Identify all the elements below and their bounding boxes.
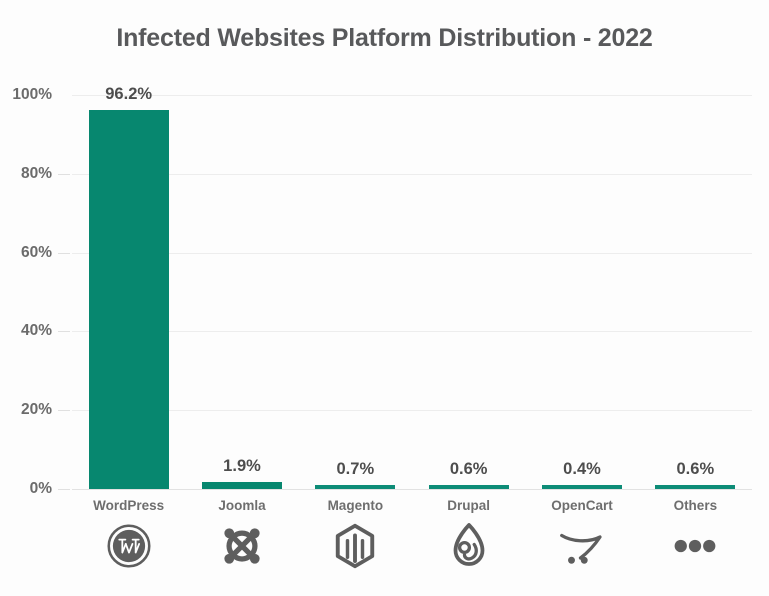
gridline <box>72 252 752 254</box>
bar-value-label: 0.6% <box>449 460 488 478</box>
y-axis-label: 40% <box>20 322 52 340</box>
x-axis-category: Joomla <box>185 492 298 592</box>
gridline <box>72 489 752 490</box>
x-axis-category: Drupal <box>412 492 525 592</box>
bar[interactable] <box>428 485 509 489</box>
bar-value-label: 96.2% <box>105 84 153 103</box>
y-axis-label: 100% <box>12 86 52 103</box>
bar[interactable] <box>88 109 169 489</box>
y-axis-tick <box>58 252 70 254</box>
y-axis-tick <box>58 331 70 333</box>
x-axis-label: Magento <box>327 498 384 513</box>
others-dots-icon <box>671 522 719 570</box>
x-axis-label: Drupal <box>447 498 491 513</box>
x-axis-category: Others <box>639 492 752 592</box>
gridline <box>72 410 752 412</box>
x-axis-category: OpenCart <box>525 492 638 592</box>
bar[interactable] <box>315 485 396 489</box>
x-axis-label: WordPress <box>93 498 165 513</box>
chart-title: Infected Websites Platform Distribution … <box>116 24 653 52</box>
bar-slot: 0.7% <box>299 95 412 489</box>
gridline <box>72 331 752 333</box>
y-axis-label: 60% <box>20 243 52 261</box>
y-axis-tick <box>58 173 70 175</box>
wordpress-logo-icon <box>105 522 153 570</box>
bar-value-label: 0.4% <box>563 460 601 478</box>
y-axis-label: 80% <box>20 164 52 182</box>
y-axis-label: 0% <box>29 480 52 497</box>
bar-slot: 0.6% <box>639 95 752 489</box>
plot-area: 100% 80% 60% 40% 20% 0% 96.2% 1.9% 0.7% 0.6% 0.4% 0… <box>12 85 752 497</box>
y-axis-tick <box>58 410 70 412</box>
joomla-logo-icon <box>218 522 266 570</box>
bar-value-label: 0.6% <box>676 460 715 478</box>
bar-value-label: 1.9% <box>223 456 261 475</box>
x-axis-label: OpenCart <box>551 498 613 513</box>
gridline <box>72 95 752 96</box>
bar[interactable] <box>201 481 282 489</box>
x-axis-category: WordPress <box>72 492 185 592</box>
drupal-logo-icon <box>445 522 493 570</box>
gridline <box>72 173 752 175</box>
x-axis: WordPress Joomla Magento Drupal OpenCart Othe… <box>72 492 752 592</box>
y-axis-tick <box>58 489 70 490</box>
bar[interactable] <box>655 485 736 489</box>
x-axis-label: Joomla <box>218 498 266 513</box>
x-axis-category: Magento <box>299 492 412 592</box>
bar-slot: 0.6% <box>412 95 525 489</box>
bar-slot: 96.2% <box>72 85 185 489</box>
magento-logo-icon <box>331 522 379 570</box>
y-axis-label: 20% <box>20 401 52 419</box>
bar-slot: 1.9% <box>185 95 298 489</box>
bar[interactable] <box>541 485 622 489</box>
bar-value-label: 0.7% <box>336 460 375 478</box>
opencart-logo-icon <box>558 522 606 570</box>
bar-slot: 0.4% <box>525 95 638 489</box>
x-axis-label: Others <box>673 498 718 513</box>
